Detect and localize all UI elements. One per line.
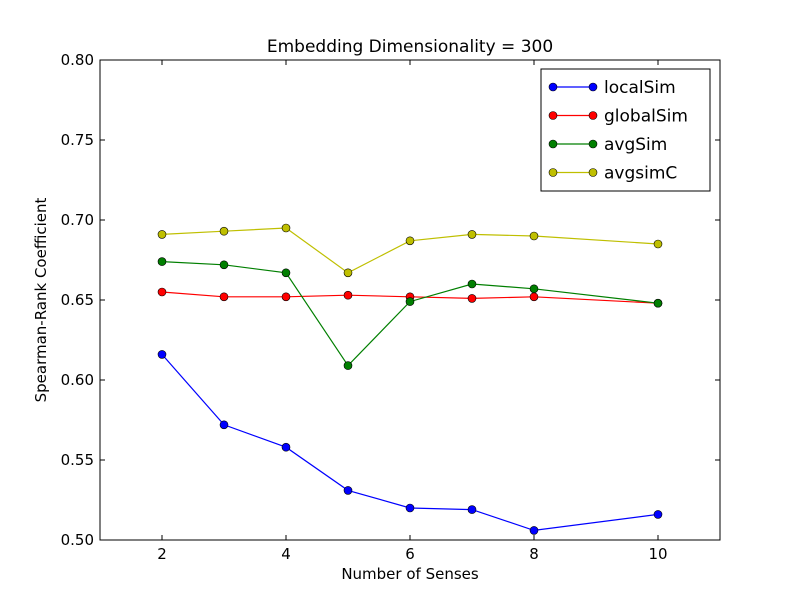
legend-marker-globalSim — [588, 111, 598, 120]
legend-marker-localSim — [588, 82, 598, 92]
legend-marker-avgSim — [548, 139, 558, 149]
legend-marker-avgsimC — [588, 168, 598, 177]
x-tick-label: 6 — [405, 545, 415, 563]
data-point-avgsimC-4 — [281, 223, 291, 233]
chart-title: Embedding Dimensionality = 300 — [267, 37, 553, 57]
data-point-avgsimC-2 — [157, 230, 167, 239]
legend-marker-avgsimC — [548, 168, 558, 177]
series-line-avgSim — [161, 261, 659, 367]
y-tick-label: 0.60 — [61, 371, 94, 389]
data-point-avgsimC-3 — [219, 226, 229, 236]
x-tick-label: 8 — [529, 545, 539, 563]
series-line-globalSim — [161, 291, 659, 304]
legend-marker-localSim — [548, 82, 558, 92]
y-tick-label: 0.65 — [61, 291, 94, 309]
data-point-avgSim-4 — [281, 268, 291, 278]
y-tick-label: 0.50 — [61, 531, 94, 549]
data-point-avgsimC-5 — [343, 268, 353, 278]
data-point-globalSim-7 — [467, 294, 477, 303]
data-point-localSim-10 — [653, 510, 663, 519]
series-line-avgsimC — [161, 227, 659, 274]
data-point-localSim-5 — [343, 486, 353, 495]
data-point-avgSim-2 — [157, 257, 167, 266]
y-tick-label: 0.70 — [61, 211, 94, 229]
data-point-avgSim-5 — [343, 361, 353, 370]
y-axis-label: Spearman-Rank Coefficient — [32, 198, 50, 403]
legend-label-globalSim: globalSim — [604, 107, 688, 127]
data-point-localSim-7 — [467, 505, 477, 514]
data-point-localSim-8 — [529, 526, 539, 535]
data-point-avgSim-8 — [529, 284, 539, 294]
x-axis-label: Number of Senses — [341, 565, 479, 583]
data-point-globalSim-5 — [343, 290, 353, 300]
data-point-avgSim-10 — [653, 298, 663, 308]
data-point-avgSim-3 — [219, 260, 229, 270]
legend-label-avgSim: avgSim — [604, 135, 667, 155]
y-tick-label: 0.55 — [61, 451, 94, 469]
data-point-globalSim-8 — [529, 292, 539, 302]
x-tick-label: 10 — [648, 545, 667, 563]
data-point-avgSim-6 — [405, 297, 415, 306]
legend-box — [540, 68, 711, 192]
legend-label-avgsimC: avgsimC — [604, 164, 677, 184]
data-point-localSim-3 — [219, 420, 229, 430]
legend-marker-globalSim — [548, 111, 558, 120]
data-point-avgsimC-8 — [529, 231, 539, 241]
data-point-localSim-4 — [281, 442, 291, 452]
data-point-globalSim-3 — [219, 292, 229, 302]
data-point-avgsimC-6 — [405, 236, 415, 246]
legend: localSim globalSim avgSim avgsimC — [540, 68, 711, 192]
legend-marker-avgSim — [588, 139, 598, 149]
data-point-avgsimC-10 — [653, 239, 663, 249]
data-point-globalSim-2 — [157, 287, 167, 297]
x-tick-label: 4 — [281, 545, 291, 563]
series-line-localSim — [161, 354, 659, 532]
legend-label-localSim: localSim — [604, 78, 676, 98]
data-point-globalSim-4 — [281, 292, 291, 302]
y-tick-label: 0.75 — [61, 131, 94, 149]
data-point-localSim-6 — [405, 503, 415, 513]
x-tick-label: 2 — [157, 545, 167, 563]
data-point-avgSim-7 — [467, 279, 477, 289]
axis-ticks: 2 4 6 8 10 0.50 0.55 0.60 0.65 0.70 0.75 0.80 — [61, 51, 720, 563]
data-point-avgsimC-7 — [467, 230, 477, 239]
plot-area — [99, 59, 721, 541]
y-tick-label: 0.80 — [61, 51, 94, 69]
data-point-localSim-2 — [157, 350, 167, 359]
